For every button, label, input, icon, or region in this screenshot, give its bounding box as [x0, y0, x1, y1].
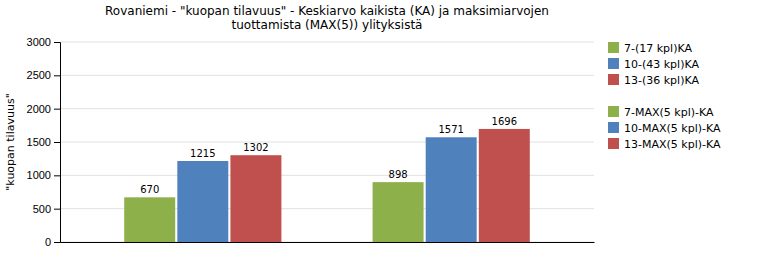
legend-label: 7-MAX(5 kpl)-KA — [624, 106, 714, 119]
y-tick: 500 — [33, 203, 60, 215]
y-tick: 1500 — [27, 136, 60, 148]
y-tick-label: 1500 — [27, 136, 51, 148]
y-tick-label: 0 — [45, 236, 51, 248]
data-labels: 670 898 1215 1571 1302 1696 — [140, 116, 517, 195]
chart: 0 500 1000 1500 2000 2500 3000 670 898 1215 1571 13… — [0, 0, 759, 254]
data-label: 1302 — [243, 142, 268, 153]
grid-line — [60, 42, 594, 43]
x-axis-line — [61, 242, 595, 243]
grid — [60, 42, 594, 242]
data-label: 898 — [389, 169, 408, 180]
y-tick-mark — [54, 75, 60, 76]
data-label: 1215 — [190, 148, 215, 159]
y-tick: 0 — [45, 236, 60, 248]
legend-swatch — [608, 42, 619, 53]
y-tick-mark — [54, 242, 60, 243]
legend-item: 7-MAX(5 kpl)-KA — [608, 106, 714, 119]
y-tick-label: 3000 — [27, 36, 51, 48]
legend-label: 10-(43 kpl)KA — [624, 58, 699, 71]
bar — [426, 137, 477, 242]
y-axis: 0 500 1000 1500 2000 2500 3000 — [27, 36, 61, 248]
legend: 7-(17 kpl)KA 10-(43 kpl)KA 13-(36 kpl)KA 7-… — [608, 42, 721, 151]
bar — [177, 161, 228, 242]
y-tick-label: 1000 — [27, 169, 51, 181]
legend-item: 7-(17 kpl)KA — [608, 42, 692, 55]
legend-label: 10-MAX(5 kpl)-KA — [624, 122, 721, 135]
legend-swatch — [608, 122, 619, 133]
y-tick-mark — [54, 142, 60, 143]
y-tick: 2000 — [27, 103, 60, 115]
y-tick: 3000 — [27, 36, 60, 48]
bar — [479, 129, 530, 242]
title: Rovaniemi - "kuopan tilavuus" - Keskiarv… — [105, 4, 549, 32]
data-label: 1571 — [438, 124, 463, 135]
bar — [373, 182, 424, 242]
legend-swatch — [608, 106, 619, 117]
y-axis-title: "kuopan tilavuus" — [4, 93, 17, 190]
bar — [230, 155, 281, 242]
legend-swatch — [608, 138, 619, 149]
legend-swatch — [608, 58, 619, 69]
y-tick-mark — [54, 109, 60, 110]
grid-line — [60, 75, 594, 76]
legend-label: 13-(36 kpl)KA — [624, 74, 699, 87]
legend-item: 10-(43 kpl)KA — [608, 58, 699, 71]
legend-item: 10-MAX(5 kpl)-KA — [608, 122, 721, 135]
y-tick-mark — [54, 209, 60, 210]
y-tick-label: 2500 — [27, 69, 51, 81]
y-tick-label: 500 — [33, 203, 51, 215]
grid-line — [60, 108, 594, 109]
legend-item: 13-(36 kpl)KA — [608, 74, 699, 87]
y-tick-mark — [54, 175, 60, 176]
legend-label: 13-MAX(5 kpl)-KA — [624, 138, 721, 151]
legend-item: 13-MAX(5 kpl)-KA — [608, 138, 721, 151]
y-tick-mark — [54, 42, 60, 43]
legend-label: 7-(17 kpl)KA — [624, 42, 692, 55]
data-label: 670 — [140, 184, 159, 195]
bar — [124, 197, 175, 242]
data-label: 1696 — [492, 116, 517, 127]
y-axis-line — [54, 43, 61, 243]
y-tick: 2500 — [27, 69, 60, 81]
legend-swatch — [608, 74, 619, 85]
plot: 0 500 1000 1500 2000 2500 3000 670 898 1215 1571 13… — [27, 36, 595, 248]
y-tick: 1000 — [27, 169, 60, 181]
y-tick-label: 2000 — [27, 103, 51, 115]
bars — [124, 129, 530, 242]
